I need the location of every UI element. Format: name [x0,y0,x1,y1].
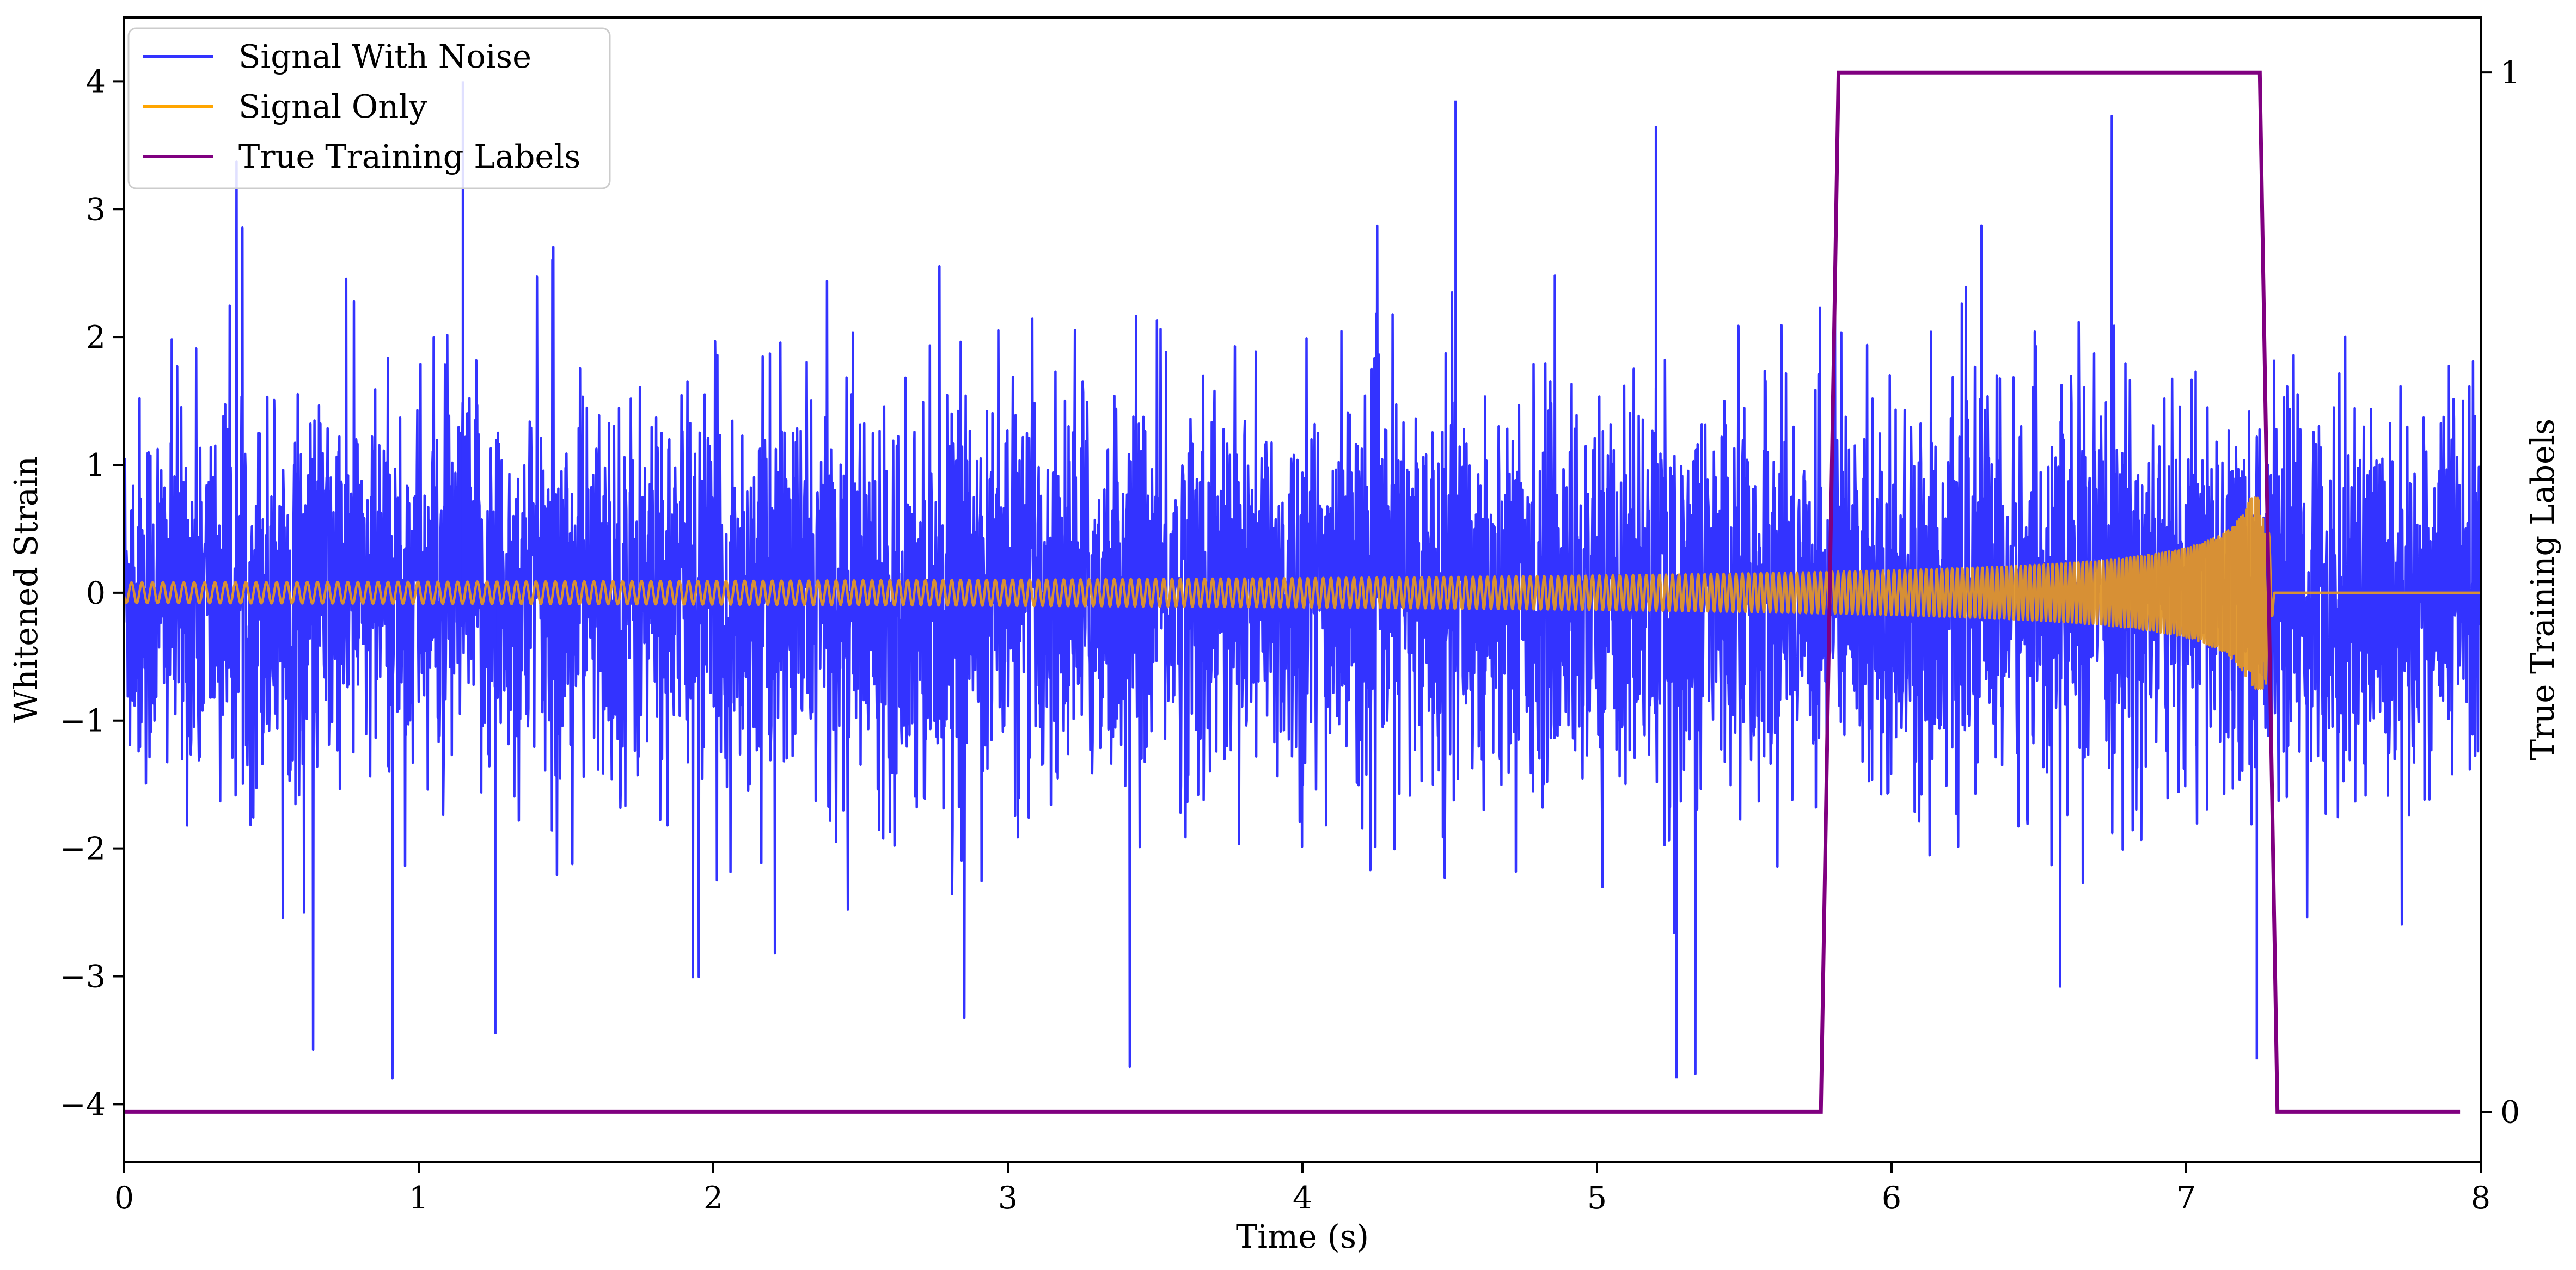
y-axis-title: Whitened Strain [7,456,45,723]
legend: Signal With Noise Signal Only True Train… [127,27,611,189]
series-noise-line [124,114,2481,1080]
legend-label-noise: Signal With Noise [238,38,531,75]
series-signal-line [124,496,2481,690]
x-tick-label: 7 [2176,1180,2196,1216]
x-tick-label: 4 [1293,1180,1312,1216]
y-tick-label: 3 [86,192,106,228]
x-tick-label: 8 [2471,1180,2491,1216]
legend-box [127,27,611,189]
x-tick-label: 6 [1882,1180,1901,1216]
y-tick-label: 1 [86,447,106,483]
y2-tick-label: 1 [2500,55,2520,91]
y2-axis-title: True Training Labels [2524,419,2561,760]
axes: 0 1 2 3 4 5 6 7 8 −4 −3 −2 −1 0 1 2 3 4 0 1 [60,55,2520,1216]
x-tick-label: 1 [409,1180,429,1216]
x-tick-label: 2 [703,1180,723,1216]
y-tick-label: 0 [86,575,106,611]
plot-area [124,70,2481,1114]
x-tick-label: 0 [114,1180,134,1216]
y2-tick-label: 0 [2500,1094,2520,1130]
y-tick-label: −4 [60,1087,106,1122]
y-tick-label: −3 [60,959,106,995]
y-tick-label: −2 [60,831,106,867]
legend-label-labels: True Training Labels [238,138,580,175]
y-tick-label: −1 [60,703,106,739]
x-tick-label: 5 [1587,1180,1607,1216]
legend-label-signal: Signal Only [238,88,427,125]
series-labels-line [124,70,2461,1114]
x-axis-title: Time (s) [1236,1218,1369,1255]
x-tick-label: 3 [998,1180,1018,1216]
y-tick-label: 4 [86,64,106,100]
y-tick-label: 2 [86,320,106,355]
series-labels-point [1838,72,1839,73]
